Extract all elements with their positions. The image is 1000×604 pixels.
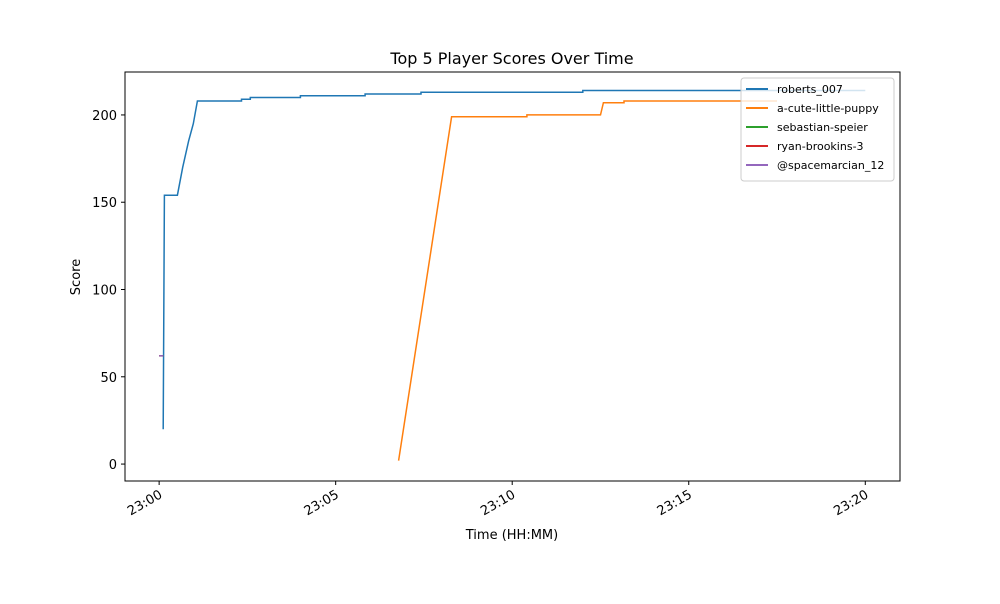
x-tick-label: 23:10 xyxy=(478,487,518,519)
x-axis-label: Time (HH:MM) xyxy=(465,528,558,543)
series-line xyxy=(397,100,777,461)
x-tick-label: 23:05 xyxy=(302,487,342,519)
y-tick-label: 0 xyxy=(109,458,117,473)
legend-label: a-cute-little-puppy xyxy=(777,102,879,115)
legend-label: roberts_007 xyxy=(777,83,843,96)
chart-title: Top 5 Player Scores Over Time xyxy=(389,49,633,68)
series-line xyxy=(162,89,866,430)
legend-label: @spacemarcian_12 xyxy=(777,159,884,172)
x-tick-label: 23:15 xyxy=(655,487,695,519)
legend-box xyxy=(740,77,895,182)
y-tick-label: 150 xyxy=(92,196,117,211)
y-tick-label: 100 xyxy=(92,284,117,299)
x-tick-label: 23:00 xyxy=(125,487,165,519)
x-tick-label: 23:20 xyxy=(831,487,871,519)
y-tick-label: 200 xyxy=(92,109,117,124)
legend-label: sebastian-speier xyxy=(777,121,868,134)
legend-label: ryan-brookins-3 xyxy=(777,140,864,153)
y-axis-label: Score xyxy=(69,259,84,295)
y-tick-label: 50 xyxy=(100,371,117,386)
